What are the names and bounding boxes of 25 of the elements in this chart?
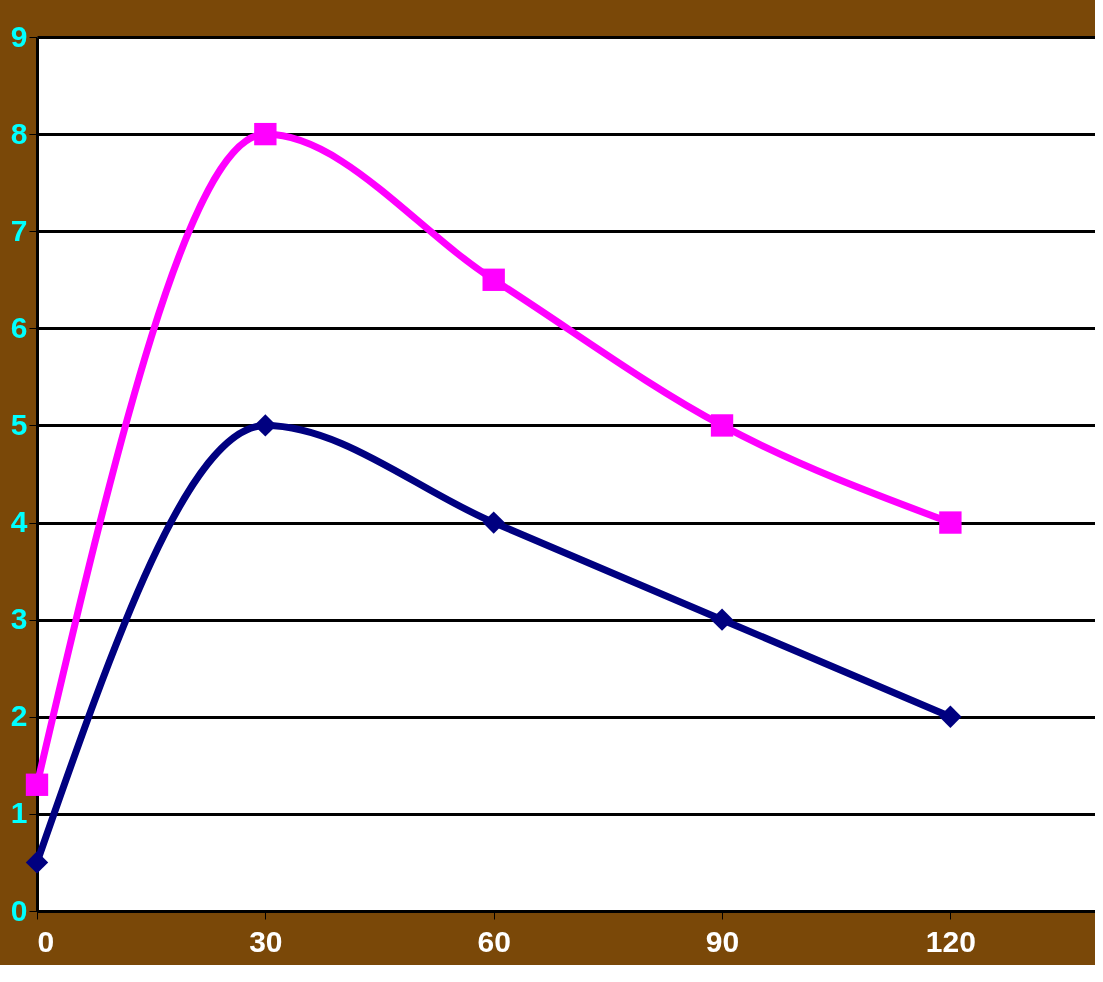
point bbox=[939, 705, 962, 728]
point bbox=[25, 851, 49, 874]
x-tick-label: 60 bbox=[477, 924, 511, 958]
point bbox=[939, 511, 962, 534]
y-tick-label: 5 bbox=[10, 407, 28, 441]
point bbox=[25, 773, 49, 796]
x-tick-label: 30 bbox=[249, 924, 283, 958]
y-tick-label: 0 bbox=[10, 893, 28, 927]
x-tick-label: 90 bbox=[705, 924, 740, 958]
point bbox=[482, 511, 505, 534]
x-tick-label: 120 bbox=[925, 924, 976, 958]
point bbox=[254, 414, 277, 437]
point bbox=[482, 268, 505, 291]
y-tick-label: 8 bbox=[10, 116, 28, 150]
y-tick-label: 4 bbox=[10, 505, 28, 539]
y-tick-label: 7 bbox=[10, 213, 28, 247]
x-tick-label: 0 bbox=[37, 924, 55, 958]
y-tick-label: 3 bbox=[10, 602, 28, 636]
y-tick-label: 9 bbox=[10, 19, 28, 53]
y-tick-label: 1 bbox=[10, 796, 28, 830]
point bbox=[710, 608, 734, 631]
y-tick-label: 6 bbox=[10, 310, 28, 344]
point bbox=[254, 122, 277, 146]
y-tick-label: 2 bbox=[10, 699, 28, 733]
point bbox=[710, 414, 734, 437]
